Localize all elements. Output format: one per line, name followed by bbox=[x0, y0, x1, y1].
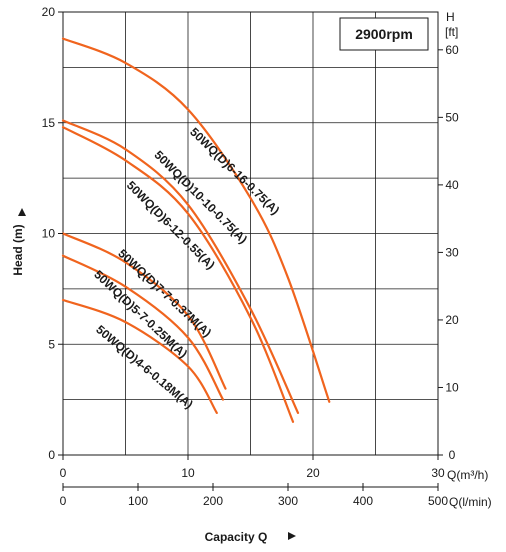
series-curve bbox=[61, 298, 218, 414]
series-curve bbox=[61, 119, 300, 414]
x-axis-arrow-icon bbox=[288, 532, 296, 540]
y-left-tick-label: 5 bbox=[48, 337, 55, 351]
series-curve bbox=[61, 126, 295, 423]
y-right-tick-label: 30 bbox=[445, 245, 459, 259]
series-curve bbox=[61, 254, 225, 401]
series-curve bbox=[61, 232, 227, 390]
y-axis-title: Head (m) bbox=[11, 224, 25, 275]
x-bottom-tick-label: 400 bbox=[353, 494, 373, 508]
curve-label-group: 50WQ(D)6-16-0.75(A)50WQ(D)10-10-0.75(A)5… bbox=[91, 125, 282, 412]
y-right-tick-label: 60 bbox=[445, 43, 459, 57]
x-axis-title: Capacity Q bbox=[205, 530, 268, 544]
y-right-tick-label: 20 bbox=[445, 313, 459, 327]
y-left-tick-label: 20 bbox=[42, 5, 56, 19]
x-bottom-unit-label: Q(l/min) bbox=[449, 495, 492, 509]
x-top-tick-label: 20 bbox=[306, 466, 320, 480]
x-top-tick-label: 30 bbox=[431, 466, 445, 480]
y-axis-arrow-icon bbox=[18, 208, 26, 216]
y-left-tick-label: 0 bbox=[48, 448, 55, 462]
y-right-tick-label: 50 bbox=[445, 110, 459, 124]
x-top-unit-label: Q(m³/h) bbox=[447, 468, 488, 482]
y-right-tick-label: 40 bbox=[445, 178, 459, 192]
curve-group bbox=[61, 37, 331, 423]
x-bottom-tick-label: 200 bbox=[203, 494, 223, 508]
x-bottom-tick-label: 300 bbox=[278, 494, 298, 508]
x-bottom-tick-label: 100 bbox=[128, 494, 148, 508]
grid-lines bbox=[62, 11, 439, 456]
x-bottom-tick-label: 500 bbox=[428, 494, 448, 508]
y-right-tick-label: 0 bbox=[449, 448, 456, 462]
right-axis-unit-ft: [ft] bbox=[445, 25, 458, 39]
x-top-tick-label: 0 bbox=[60, 466, 67, 480]
y-left-tick-label: 10 bbox=[42, 227, 56, 241]
speed-label: 2900rpm bbox=[355, 26, 413, 42]
series-curve bbox=[61, 37, 331, 403]
y-right-tick-label: 10 bbox=[445, 380, 459, 394]
right-axis-unit-h: H bbox=[446, 10, 455, 24]
y-left-tick-label: 15 bbox=[42, 116, 56, 130]
x-bottom-tick-label: 0 bbox=[60, 494, 67, 508]
x-top-tick-label: 10 bbox=[181, 466, 195, 480]
speed-label-box bbox=[339, 17, 429, 51]
series-label: 50WQ(D)4-6-0.18M(A) bbox=[93, 322, 195, 411]
